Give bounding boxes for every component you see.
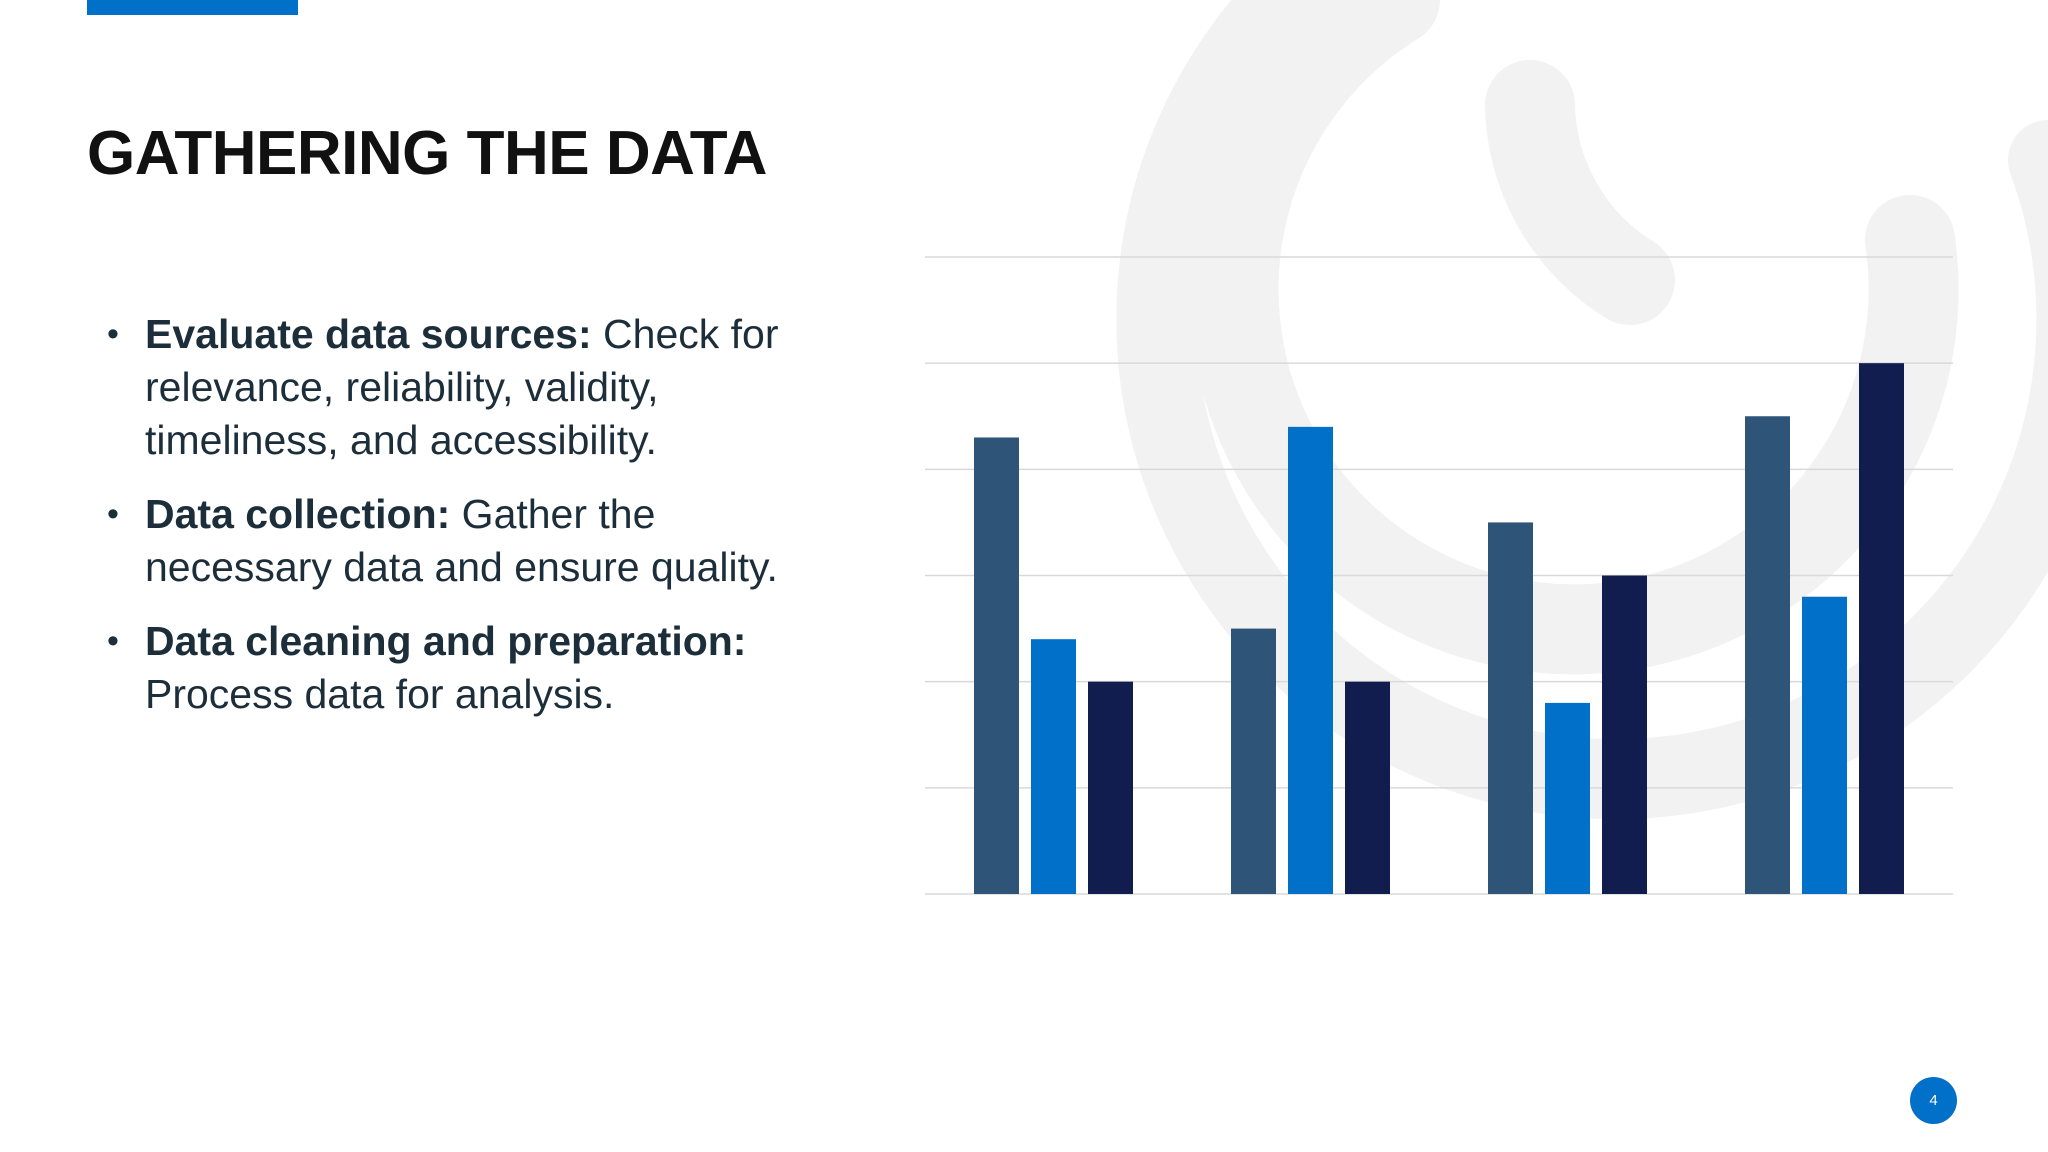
bullet-lead: Evaluate data sources: xyxy=(145,311,592,357)
bullet-dot-icon: • xyxy=(107,622,119,660)
chart-bar xyxy=(1545,702,1590,894)
accent-bar xyxy=(87,0,298,15)
bullet-item: • Evaluate data sources: Check for relev… xyxy=(105,308,825,467)
bullet-item: • Data cleaning and preparation: Process… xyxy=(105,615,825,721)
chart-bar xyxy=(1088,681,1133,894)
bullet-list: • Evaluate data sources: Check for relev… xyxy=(105,308,825,742)
slide-title: GATHERING THE DATA xyxy=(87,119,767,188)
bullet-lead: Data collection: xyxy=(145,491,451,537)
bullet-item: • Data collection: Gather the necessary … xyxy=(105,488,825,594)
bullet-dot-icon: • xyxy=(107,495,119,533)
bullet-text: Process data for analysis. xyxy=(145,671,615,717)
chart-bar xyxy=(1288,426,1333,894)
chart-bar xyxy=(1345,681,1390,894)
chart-bar xyxy=(1602,575,1647,894)
chart-gridlines xyxy=(925,256,1953,895)
chart-bar xyxy=(1745,416,1790,894)
bullet-text: Check for relevance, reliability, validi… xyxy=(145,311,779,463)
chart-bar xyxy=(1802,596,1847,894)
bullet-lead: Data cleaning and preparation: xyxy=(145,618,747,664)
bullet-dot-icon: • xyxy=(107,315,119,353)
chart-bar xyxy=(1031,639,1076,894)
chart-bar xyxy=(1859,363,1904,895)
chart-bars xyxy=(974,363,1904,895)
chart-bar xyxy=(974,437,1019,894)
page-number-badge: 4 xyxy=(1910,1077,1957,1124)
bullet-text: Gather the necessary data and ensure qua… xyxy=(145,491,778,590)
chart-bar xyxy=(1231,628,1276,894)
chart-bar xyxy=(1488,522,1533,894)
